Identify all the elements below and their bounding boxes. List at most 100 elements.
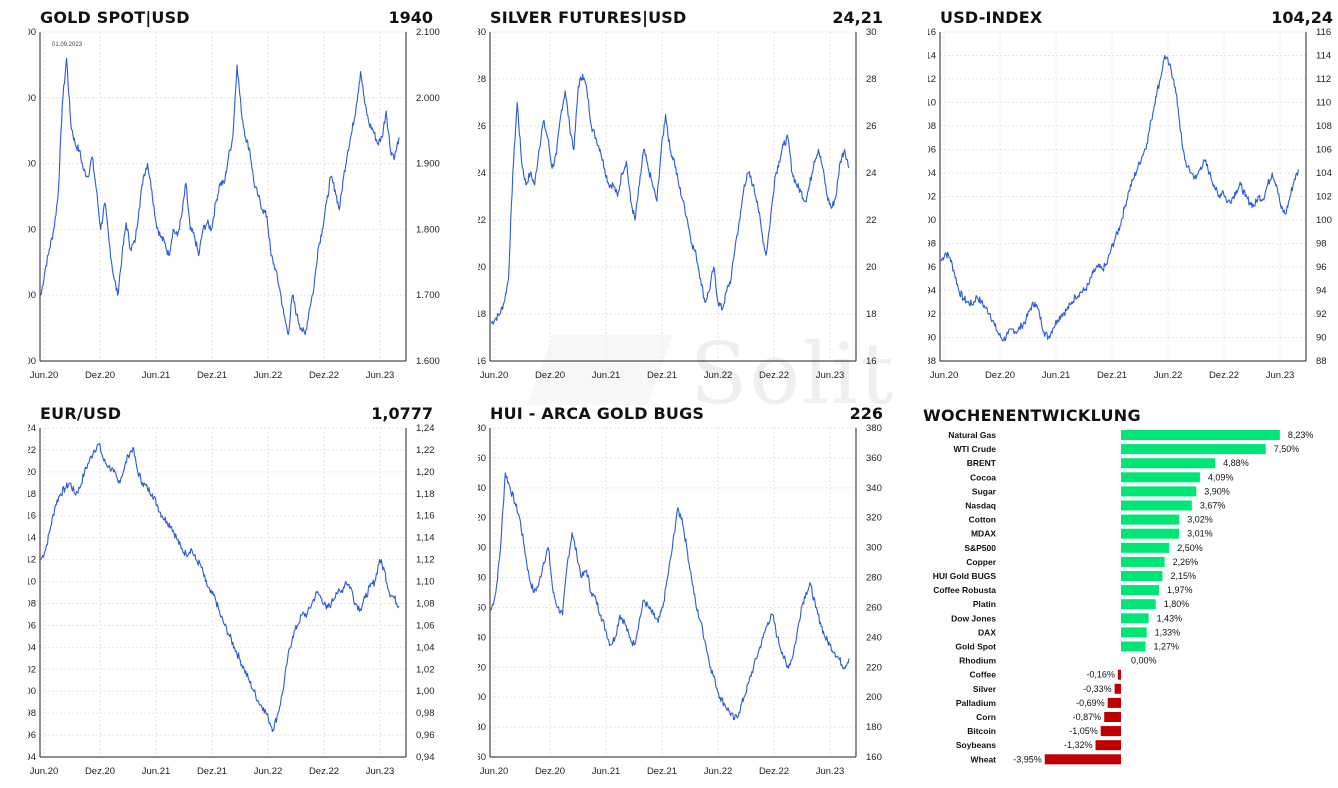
y-tick-right: 100: [1316, 215, 1332, 226]
category-label: Coffee: [970, 670, 997, 680]
y-tick-left: 1,06: [28, 620, 36, 631]
bar: [1121, 458, 1216, 469]
category-label: Dow Jones: [951, 613, 996, 623]
bar: [1121, 500, 1192, 511]
y-tick-right: 280: [866, 573, 882, 584]
series-line: [40, 443, 400, 733]
category-label: BRENT: [967, 458, 997, 468]
y-tick-left: 16: [478, 356, 486, 367]
x-tick-label: Jun.21: [592, 766, 621, 777]
x-tick-label: Jun.21: [142, 766, 171, 777]
y-tick-right: 380: [866, 423, 882, 434]
y-tick-left: 220: [478, 662, 486, 673]
category-label: Silver: [973, 684, 997, 694]
y-tick-left: 26: [478, 121, 486, 132]
y-tick-right: 220: [866, 662, 882, 673]
panel-value: 226: [849, 404, 883, 423]
watermark-text: Solit: [690, 325, 896, 423]
y-tick-left: 240: [478, 632, 486, 643]
y-tick-right: 92: [1316, 309, 1327, 320]
y-tick-left: 28: [478, 74, 486, 85]
category-label: Bitcoin: [967, 726, 996, 736]
y-tick-right: 1,24: [416, 423, 435, 434]
value-label: 8,23%: [1288, 430, 1314, 440]
y-tick-right: 1,14: [416, 533, 435, 544]
y-tick-right: 1.700: [416, 290, 440, 301]
y-tick-left: 180: [478, 722, 486, 733]
y-tick-left: 92: [928, 309, 936, 320]
value-label: 3,90%: [1204, 486, 1230, 496]
y-tick-right: 20: [866, 262, 877, 273]
value-label: 7,50%: [1274, 444, 1300, 454]
y-tick-left: 114: [928, 51, 936, 62]
x-tick-label: Dez.20: [85, 370, 115, 381]
panel-title: HUI - ARCA GOLD BUGS: [490, 404, 705, 423]
y-tick-right: 102: [1316, 192, 1332, 203]
bar: [1095, 740, 1121, 751]
y-tick-right: 110: [1316, 98, 1331, 109]
x-tick-label: Jun.23: [816, 766, 845, 777]
weekly-title: WOCHENENTWICKLUNG: [923, 406, 1141, 425]
y-tick-right: 1,06: [416, 620, 435, 631]
category-label: MDAX: [971, 529, 996, 539]
bar: [1121, 571, 1163, 581]
value-label: 2,26%: [1173, 557, 1199, 567]
y-tick-left: 1.600: [28, 356, 36, 367]
y-tick-right: 24: [866, 168, 877, 179]
bar: [1121, 472, 1200, 483]
bar: [1121, 514, 1180, 525]
y-tick-left: 1.900: [28, 159, 36, 170]
x-tick-label: Jun.20: [30, 370, 59, 381]
y-tick-right: 2.000: [416, 93, 440, 104]
bar: [1121, 528, 1180, 539]
x-tick-label: Dez.21: [197, 766, 227, 777]
chart-panel-hui: 160 160 180 180 200 200 220 220 240 240 260 260 280 2…: [478, 398, 908, 788]
x-tick-label: Jun.21: [142, 370, 171, 381]
value-label: 2,15%: [1170, 571, 1196, 581]
y-tick-right: 1,22: [416, 445, 435, 456]
category-label: Soybeans: [956, 740, 996, 750]
y-tick-right: 1,02: [416, 664, 435, 675]
y-tick-left: 116: [928, 27, 936, 38]
category-label: WTI Crude: [954, 444, 997, 454]
bar: [1121, 430, 1280, 440]
value-label: 1,33%: [1155, 627, 1181, 637]
x-tick-label: Dez.21: [1097, 370, 1127, 381]
y-tick-right: 1,12: [416, 555, 435, 566]
y-tick-left: 0,96: [28, 730, 36, 741]
category-label: Coffee Robusta: [933, 585, 996, 595]
category-label: Cocoa: [970, 472, 996, 482]
y-tick-left: 320: [478, 513, 486, 524]
value-label: -1,32%: [1064, 740, 1093, 750]
y-tick-right: 1,10: [416, 577, 435, 588]
y-tick-left: 100: [928, 215, 936, 226]
gold-chart: 1.600 1.600 1.700 1.700 1.800 1.800 1.900 1.900…: [28, 27, 440, 381]
y-tick-left: 1.700: [28, 290, 36, 301]
y-tick-left: 340: [478, 483, 486, 494]
y-tick-left: 1,10: [28, 577, 36, 588]
x-tick-label: Dez.20: [535, 370, 565, 381]
panel-title: USD-INDEX: [940, 8, 1043, 27]
value-label: 1,97%: [1167, 585, 1193, 595]
x-tick-label: Jun.23: [366, 370, 395, 381]
bar: [1121, 599, 1156, 610]
y-tick-right: 98: [1316, 239, 1327, 250]
y-tick-left: 380: [478, 423, 486, 434]
x-tick-label: Dez.22: [759, 766, 789, 777]
value-label: -0,33%: [1083, 684, 1112, 694]
category-label: Corn: [976, 712, 996, 722]
category-label: Gold Spot: [955, 642, 996, 652]
y-tick-left: 1,24: [28, 423, 36, 434]
x-tick-label: Dez.21: [197, 370, 227, 381]
y-tick-right: 1,04: [416, 642, 435, 653]
y-tick-right: 2.100: [416, 27, 440, 38]
y-tick-left: 1,14: [28, 533, 36, 544]
y-tick-right: 112: [1316, 74, 1331, 85]
x-tick-label: Jun.22: [1154, 370, 1183, 381]
x-tick-label: Dez.22: [1209, 370, 1239, 381]
x-tick-label: Jun.22: [254, 370, 283, 381]
bar: [1121, 627, 1147, 638]
y-tick-left: 200: [478, 692, 486, 703]
y-tick-right: 260: [866, 602, 882, 613]
y-tick-left: 102: [928, 192, 936, 203]
